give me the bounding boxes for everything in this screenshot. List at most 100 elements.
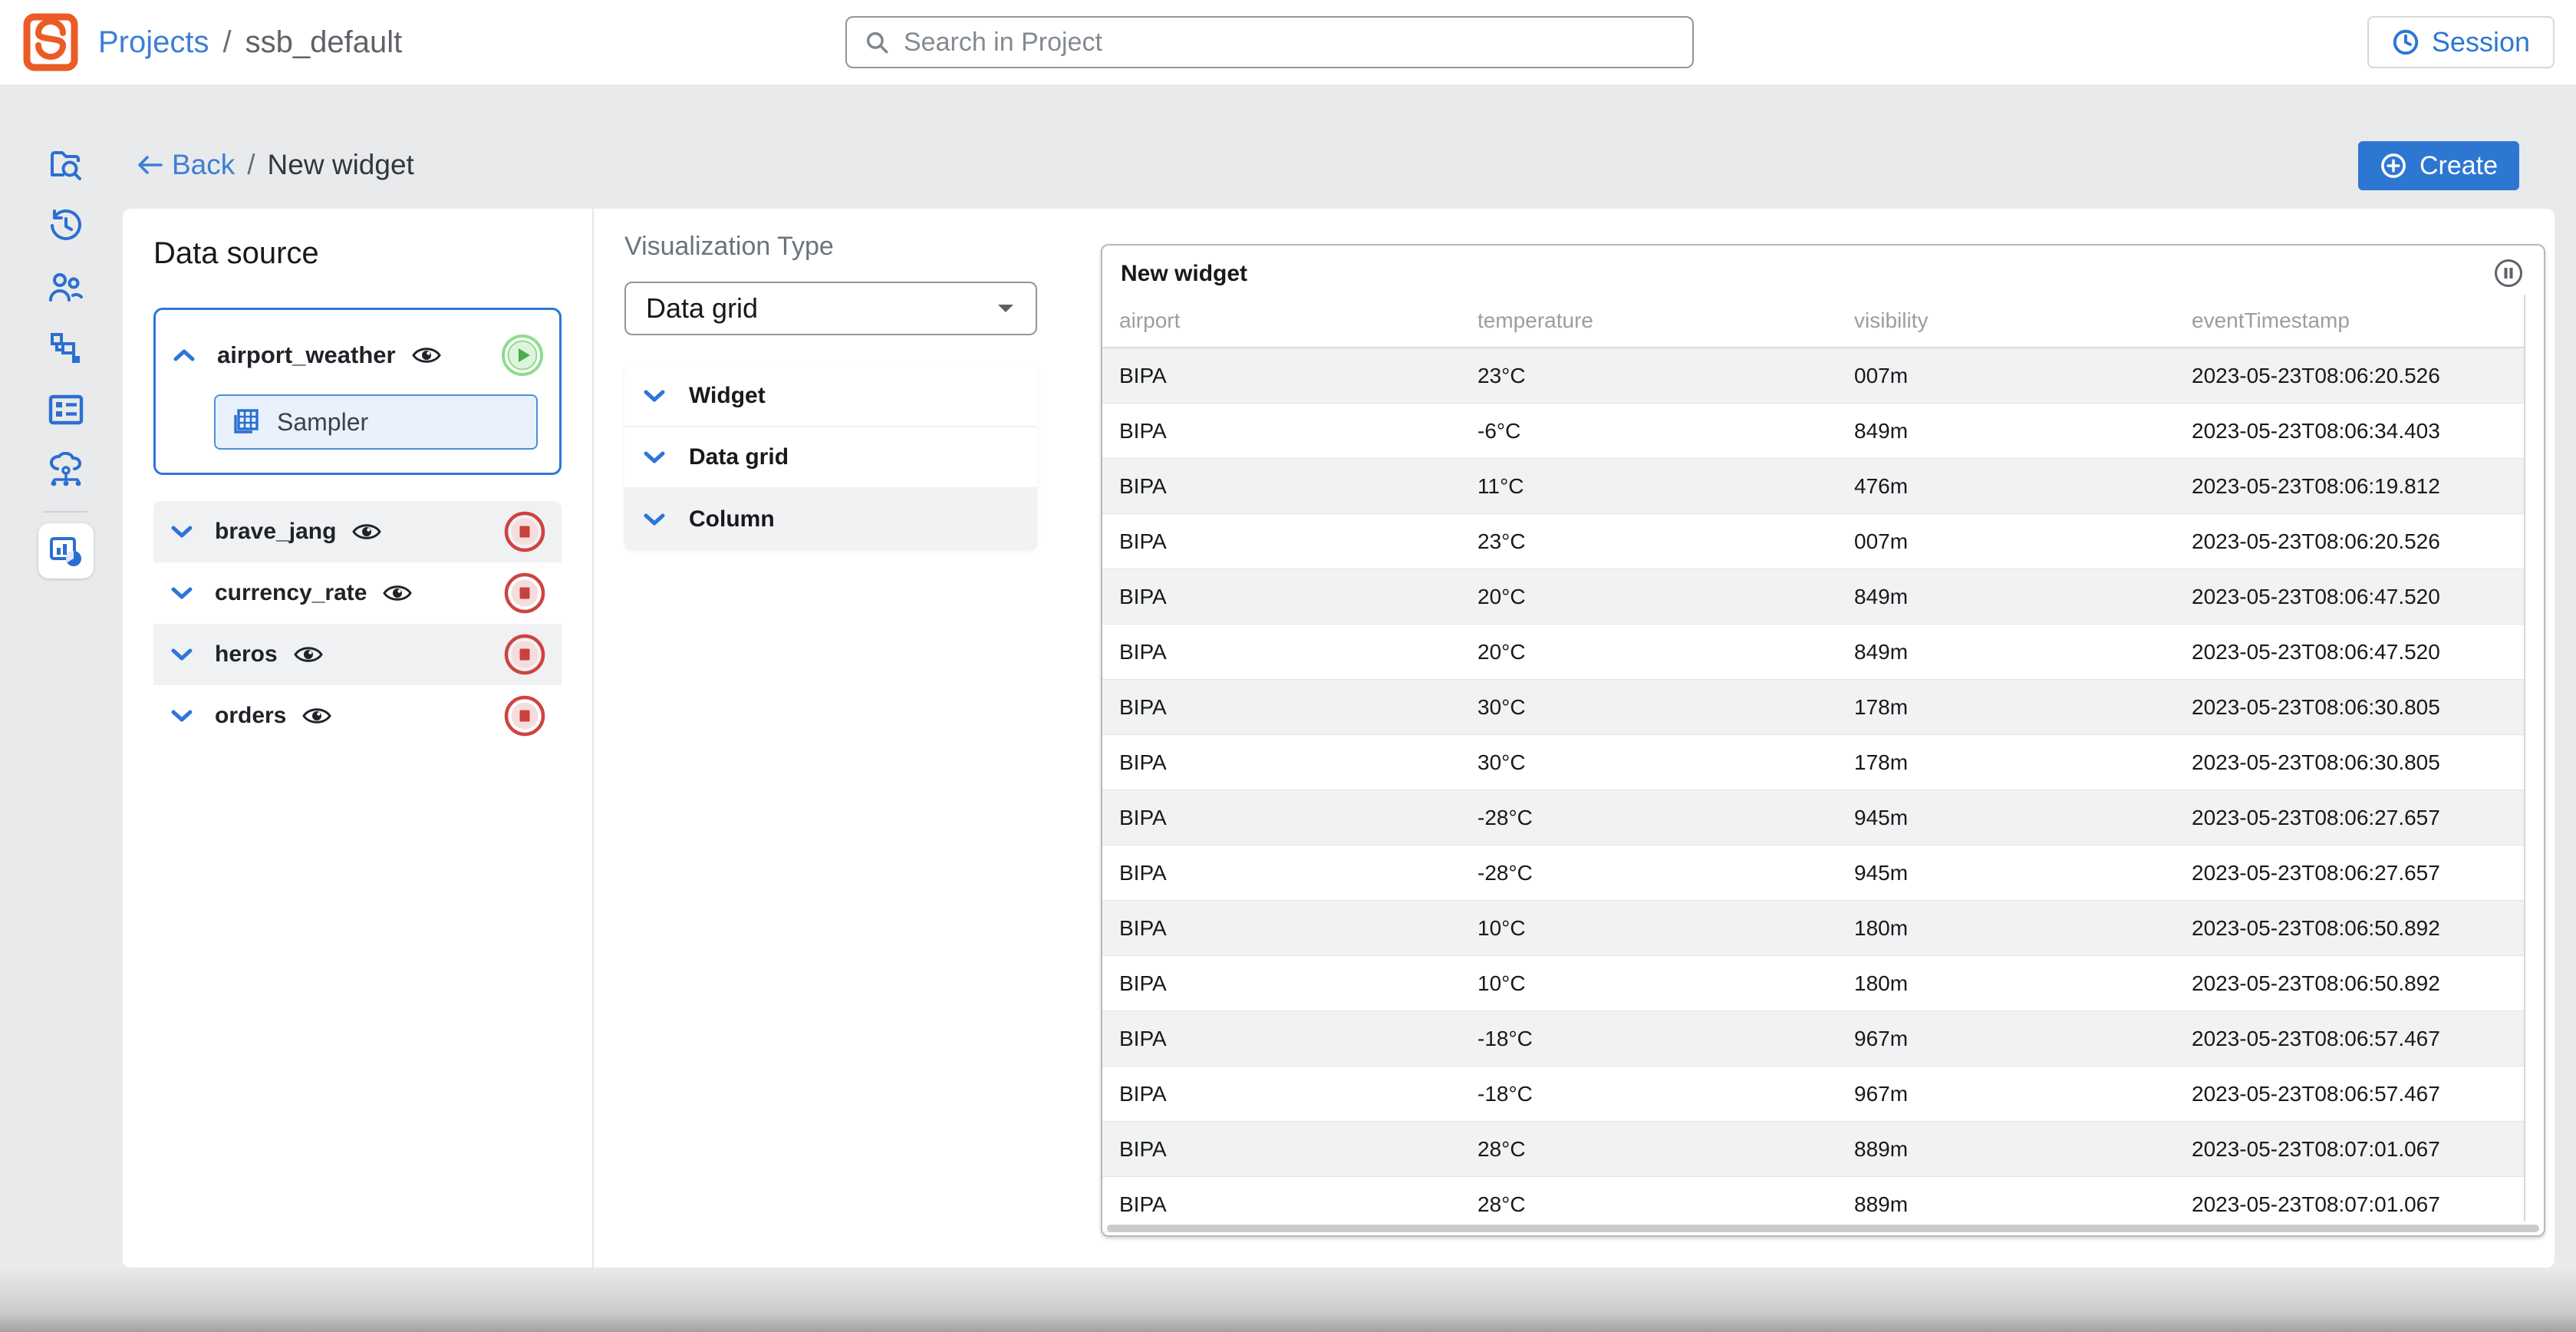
table-cell: BIPA [1102,1137,1461,1162]
create-button[interactable]: Create [2358,141,2519,190]
sidebar-item-jobs[interactable] [38,321,94,376]
stop-button[interactable] [503,633,546,676]
table-cell: 945m [1837,806,2175,830]
data-source-item[interactable]: heros [153,624,562,685]
chevron-down-icon[interactable] [169,584,195,602]
eye-icon[interactable] [411,344,442,367]
data-source-panel: Data source airport_weather [123,209,592,1268]
table-cell: 476m [1837,474,2175,499]
bottom-gradient [0,1268,2576,1332]
table-cell: 10°C [1461,916,1837,941]
section-column[interactable]: Column [624,489,1037,550]
breadcrumb-projects-link[interactable]: Projects [98,25,209,60]
eye-icon[interactable] [382,582,413,605]
data-source-selected-card[interactable]: airport_weather [153,308,562,475]
sidebar-item-users[interactable] [38,259,94,315]
table-cell: 2023-05-23T08:07:01.067 [2175,1192,2525,1217]
table-cell: 28°C [1461,1137,1837,1162]
data-source-item[interactable]: currency_rate [153,562,562,624]
back-label: Back [172,149,235,181]
app-root: Projects / ssb_default Session [0,0,2576,1332]
visualization-type-select[interactable]: Data grid [624,282,1037,335]
visualization-sections: Widget Data grid Column [624,366,1037,550]
table-cell: BIPA [1102,861,1461,885]
section-data-grid[interactable]: Data grid [624,427,1037,489]
table-cell: BIPA [1102,750,1461,775]
table-cell: BIPA [1102,585,1461,609]
table-row: BIPA10°C180m2023-05-23T08:06:50.892 [1102,956,2525,1011]
data-source-title: Data source [153,236,562,271]
table-row: BIPA-18°C967m2023-05-23T08:06:57.467 [1102,1011,2525,1067]
caret-down-icon [996,302,1016,315]
stop-button[interactable] [503,694,546,737]
chevron-down-icon[interactable] [169,645,195,664]
visualization-panel: Visualization Type Data grid Widget Data… [594,209,1068,1268]
table-cell: 849m [1837,640,2175,664]
flow-icon [49,331,83,365]
table-cell: 2023-05-23T08:06:19.812 [2175,474,2525,499]
column-header[interactable]: eventTimestamp [2175,308,2525,333]
session-button[interactable]: Session [2367,16,2555,68]
table-cell: 007m [1837,364,2175,388]
clock-icon [2392,28,2420,56]
create-label: Create [2420,151,2498,181]
sidebar-item-history[interactable] [38,198,94,253]
session-label: Session [2432,26,2530,58]
ssb-logo-icon[interactable] [23,13,78,71]
preview-title: New widget [1121,261,1247,287]
column-header[interactable]: airport [1102,308,1461,333]
sidebar-item-widgets[interactable] [38,523,94,579]
preview-table-body: BIPA23°C007m2023-05-23T08:06:20.526BIPA-… [1102,348,2525,1232]
eye-icon[interactable] [351,520,382,543]
table-row: BIPA20°C849m2023-05-23T08:06:47.520 [1102,569,2525,625]
data-source-name: airport_weather [217,341,396,369]
chevron-up-icon[interactable] [171,346,197,364]
table-cell: -18°C [1461,1027,1837,1051]
back-link[interactable]: Back [137,149,235,181]
sidebar-item-data-sources[interactable] [38,442,94,497]
sidebar-item-tables[interactable] [38,382,94,437]
sidebar-item-explorer[interactable] [38,138,94,193]
column-header[interactable]: temperature [1461,308,1837,333]
table-cell: 180m [1837,971,2175,996]
sampler-item[interactable]: Sampler [214,394,538,450]
table-row: BIPA28°C889m2023-05-23T08:07:01.067 [1102,1122,2525,1177]
table-cell: BIPA [1102,1027,1461,1051]
play-button[interactable] [501,334,544,377]
page-toolbar: Back / New widget [137,137,414,193]
table-cell: 10°C [1461,971,1837,996]
plus-circle-icon [2380,152,2407,180]
vertical-scrollbar[interactable] [2524,295,2525,1222]
stop-button[interactable] [503,572,546,615]
table-cell: BIPA [1102,695,1461,720]
table-grid-icon [231,407,260,437]
history-clock-icon [48,208,84,243]
table-cell: BIPA [1102,474,1461,499]
data-source-item[interactable]: brave_jang [153,501,562,562]
table-cell: BIPA [1102,1082,1461,1106]
column-header[interactable]: visibility [1837,308,2175,333]
table-row: BIPA30°C178m2023-05-23T08:06:30.805 [1102,735,2525,790]
stop-button[interactable] [503,510,546,553]
table-cell: 945m [1837,861,2175,885]
table-row: BIPA23°C007m2023-05-23T08:06:20.526 [1102,514,2525,569]
search-input[interactable] [904,28,1675,58]
data-source-item[interactable]: orders [153,685,562,747]
table-cell: BIPA [1102,971,1461,996]
pause-circle-icon[interactable] [2493,258,2524,288]
project-search [845,16,1694,68]
left-sidebar [0,84,123,1281]
table-cell: 2023-05-23T08:06:30.805 [2175,750,2525,775]
horizontal-scrollbar[interactable] [1107,1225,2539,1232]
chevron-down-icon[interactable] [169,707,195,725]
table-cell: 20°C [1461,640,1837,664]
table-cell: 849m [1837,585,2175,609]
section-widget[interactable]: Widget [624,366,1037,427]
chevron-down-icon[interactable] [169,523,195,541]
page-title: New widget [268,149,414,181]
eye-icon[interactable] [293,643,324,666]
table-row: BIPA20°C849m2023-05-23T08:06:47.520 [1102,625,2525,680]
data-source-list: brave_jang currency_rate heros [153,501,562,747]
chevron-down-icon [641,387,667,405]
eye-icon[interactable] [301,704,332,727]
